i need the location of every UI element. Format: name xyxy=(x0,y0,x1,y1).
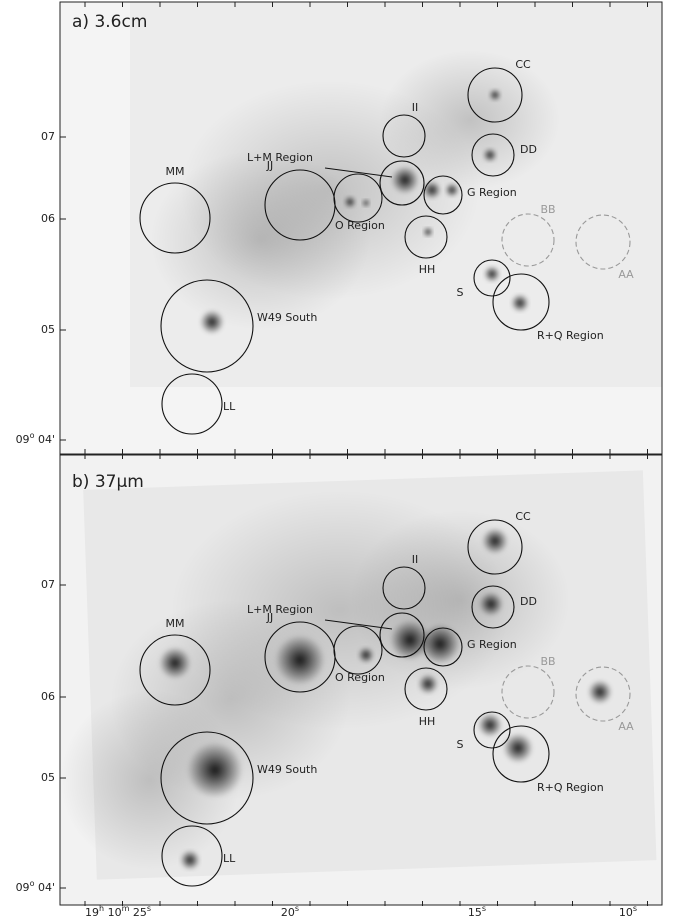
emission-source xyxy=(159,647,191,679)
tick-text: 07 xyxy=(41,130,55,143)
y-tick-label: 09o 04' xyxy=(16,879,55,894)
region-label: O Region xyxy=(335,219,385,232)
emission-source xyxy=(423,227,433,237)
region-label: II xyxy=(412,553,419,566)
emission-source xyxy=(478,713,502,737)
region-label: AA xyxy=(618,720,634,733)
y-tick-label: 07 xyxy=(41,578,55,591)
region-label: O Region xyxy=(335,671,385,684)
region-label: W49 South xyxy=(257,311,317,324)
emission-source xyxy=(180,850,200,870)
tick-text: 25 xyxy=(129,906,147,919)
panel-label: b) 37μm xyxy=(72,472,144,492)
emission-source xyxy=(511,294,529,312)
region-label: DD xyxy=(520,143,537,156)
tick-text: 06 xyxy=(41,690,55,703)
region-label: MM xyxy=(166,165,185,178)
region-label: DD xyxy=(520,595,537,608)
figure: a) 3.6cm CC DD II L+M Region G Region JJ O Regi… xyxy=(0,0,673,922)
tick-text: 04' xyxy=(34,881,55,894)
tick-text: 06 xyxy=(41,212,55,225)
emission-source xyxy=(358,647,374,663)
emission-source xyxy=(275,635,325,685)
region-label: L+M Region xyxy=(247,151,313,164)
y-tick-label: 09o 04' xyxy=(16,431,55,446)
region-label: LL xyxy=(223,852,236,865)
region-label: S xyxy=(457,738,464,751)
region-label: R+Q Region xyxy=(537,781,604,794)
emission-source xyxy=(503,733,533,763)
emission-source xyxy=(445,183,459,197)
region-label: HH xyxy=(419,263,436,276)
region-label: CC xyxy=(515,510,531,523)
y-tick-label: 06 xyxy=(41,690,55,703)
emission-source xyxy=(588,680,612,704)
x-tick-label: 10s xyxy=(619,904,637,919)
region-label: AA xyxy=(618,268,634,281)
tick-text: 10 xyxy=(104,906,122,919)
region-label: HH xyxy=(419,715,436,728)
region-label: BB xyxy=(540,655,555,668)
tick-text: 05 xyxy=(41,323,55,336)
region-label: G Region xyxy=(467,638,517,651)
region-label: JJ xyxy=(266,159,274,172)
emission-source xyxy=(390,620,430,660)
region-label: W49 South xyxy=(257,763,317,776)
tick-text: 15 xyxy=(468,906,482,919)
region-label: LL xyxy=(223,400,236,413)
x-tick-label: 15s xyxy=(468,904,486,919)
tick-text: 09 xyxy=(16,433,30,446)
region-label: II xyxy=(412,101,419,114)
emission-source xyxy=(483,148,497,162)
emission-source xyxy=(344,196,356,208)
emission-source xyxy=(423,181,441,199)
region-label: G Region xyxy=(467,186,517,199)
tick-text: 05 xyxy=(41,771,55,784)
emission-haze xyxy=(350,510,570,690)
region-label: BB xyxy=(540,203,555,216)
tick-text: 07 xyxy=(41,578,55,591)
region-label: CC xyxy=(515,58,531,71)
region-label: R+Q Region xyxy=(537,329,604,342)
y-tick-label: 07 xyxy=(41,130,55,143)
emission-source xyxy=(482,528,508,554)
x-tick-label: 20s xyxy=(281,904,299,919)
tick-text: 19 xyxy=(85,906,99,919)
panel-label: a) 3.6cm xyxy=(72,12,147,32)
emission-source xyxy=(362,199,370,207)
region-label: S xyxy=(457,286,464,299)
region-label: JJ xyxy=(266,611,274,624)
y-tick-label: 05 xyxy=(41,323,55,336)
region-label: L+M Region xyxy=(247,603,313,616)
emission-source xyxy=(484,266,500,282)
region-label: MM xyxy=(166,617,185,630)
emission-source xyxy=(391,166,419,194)
emission-source xyxy=(489,89,501,101)
y-tick-label: 05 xyxy=(41,771,55,784)
tick-text: 09 xyxy=(16,881,30,894)
emission-source xyxy=(200,310,224,334)
tick-text: 20 xyxy=(281,906,295,919)
x-tick-label: 19h 10m 25s xyxy=(85,904,151,919)
emission-source xyxy=(187,742,243,798)
y-tick-label: 06 xyxy=(41,212,55,225)
emission-source xyxy=(479,592,503,616)
tick-text: 10 xyxy=(619,906,633,919)
emission-source xyxy=(418,674,438,694)
tick-text: 04' xyxy=(34,433,55,446)
